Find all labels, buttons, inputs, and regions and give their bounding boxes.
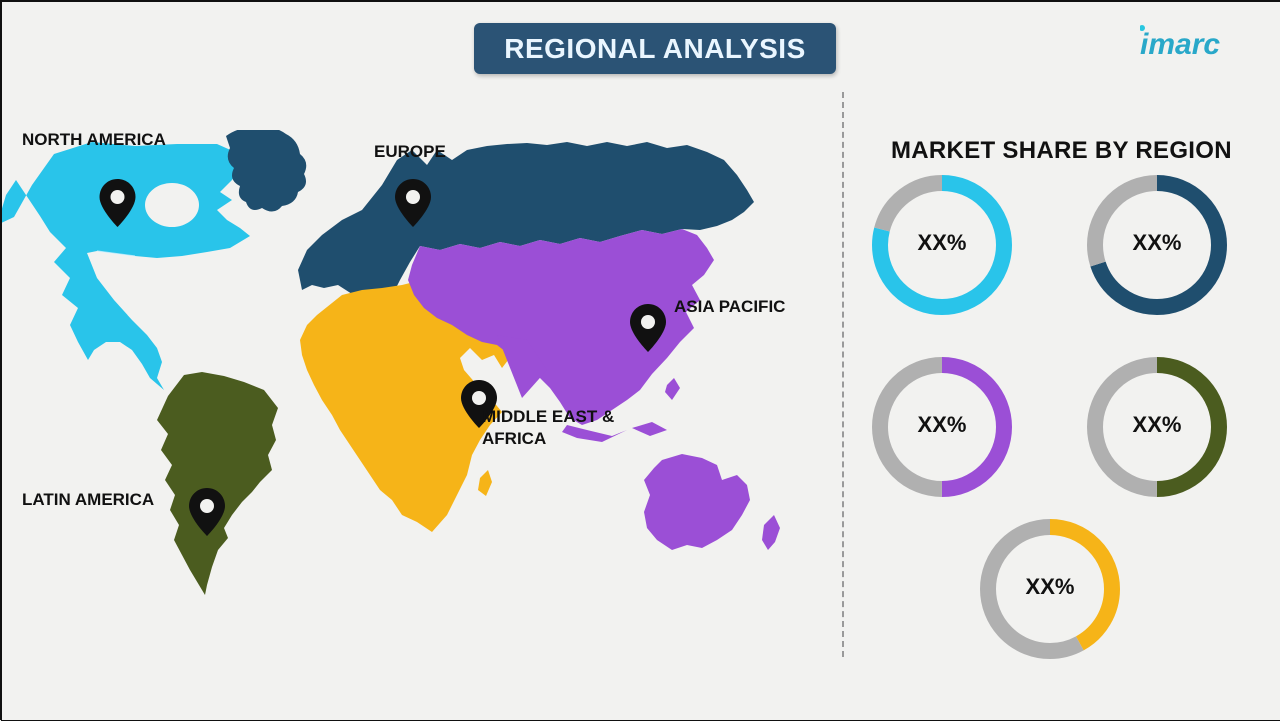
svg-text:imarc: imarc	[1140, 28, 1220, 61]
